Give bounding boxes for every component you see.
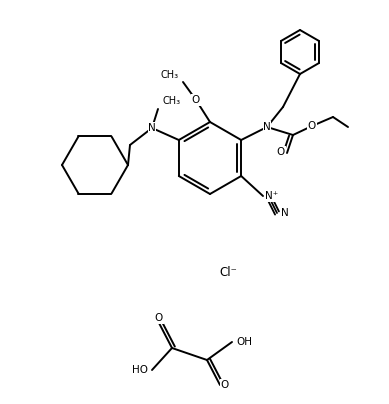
Text: HO: HO [132,365,148,375]
Text: CH₃: CH₃ [163,96,181,106]
Text: N: N [263,122,271,132]
Text: N: N [148,123,156,133]
Text: O: O [308,121,316,131]
Text: OH: OH [236,337,252,347]
Text: N: N [281,208,289,218]
Text: O: O [192,95,200,105]
Text: O: O [155,313,163,323]
Text: O: O [277,147,285,157]
Text: CH₃: CH₃ [161,70,179,80]
Text: O: O [221,380,229,390]
Text: Cl⁻: Cl⁻ [219,265,237,278]
Text: N⁺: N⁺ [265,191,278,201]
